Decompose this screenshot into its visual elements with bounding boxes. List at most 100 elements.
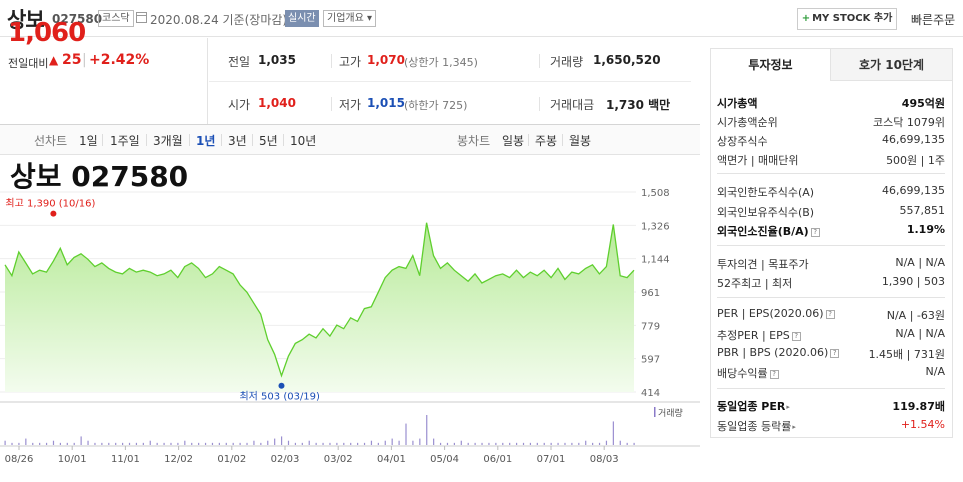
- foreign-hold-label: 외국인보유주식수(B): [717, 206, 815, 219]
- volume-bar: [239, 442, 241, 445]
- pbr-label-text: PBR | BPS (2020.06): [717, 346, 829, 359]
- tab-1w[interactable]: 1주일: [110, 134, 140, 148]
- tab-1y[interactable]: 1년: [196, 134, 216, 148]
- tab-order-book[interactable]: 호가 10단계: [831, 49, 952, 81]
- cap-rank-label: 시가총액순위: [717, 116, 778, 129]
- help-icon[interactable]: ?: [791, 331, 801, 341]
- tab-5y[interactable]: 5년: [259, 134, 278, 148]
- x-tick-label: 05/04: [430, 454, 459, 465]
- up-arrow-icon: ▲: [49, 53, 59, 67]
- divider: [562, 134, 563, 146]
- chart-tab-bar: [0, 125, 700, 155]
- sector-change-label-text: 동일업종 등락률: [717, 420, 792, 433]
- tab-3y[interactable]: 3년: [228, 134, 247, 148]
- volume-bar: [59, 442, 61, 445]
- volume-bar: [619, 440, 621, 445]
- tab-invest-info[interactable]: 투자정보: [711, 49, 831, 81]
- change-separator: |: [82, 52, 87, 68]
- volume-bar: [191, 442, 193, 445]
- divider: [331, 54, 332, 68]
- volume-bar: [218, 442, 220, 445]
- foreign-hold-value: 557,851: [899, 204, 946, 217]
- volume-bar: [274, 438, 276, 445]
- high-label: 고가: [339, 55, 362, 69]
- y-tick-label: 1,508: [641, 188, 670, 199]
- tab-3m[interactable]: 3개월: [153, 134, 183, 148]
- foreign-limit-label: 외국인한도주식수(A): [717, 186, 815, 199]
- panel-divider: [0, 124, 700, 125]
- divider: [717, 388, 945, 389]
- volume-bar: [301, 442, 303, 445]
- y-tick-label: 1,326: [641, 221, 670, 232]
- amount-label: 거래대금: [550, 98, 595, 112]
- current-price: 1,060: [8, 18, 86, 48]
- volume-bar: [460, 440, 462, 445]
- sector-per-value: 119.87배: [892, 400, 945, 413]
- volume-bar: [522, 442, 525, 445]
- help-icon[interactable]: ?: [830, 348, 840, 358]
- volume-bar: [280, 436, 283, 445]
- volume-bar: [11, 442, 13, 445]
- divider: [146, 134, 147, 146]
- tab-1d[interactable]: 1일: [79, 134, 98, 148]
- tab-daily[interactable]: 일봉: [502, 134, 525, 148]
- tab-monthly[interactable]: 월봉: [569, 134, 592, 148]
- x-tick-label: 02/03: [271, 454, 300, 465]
- volume-bar: [287, 440, 290, 445]
- high-marker: [50, 210, 57, 217]
- divider: [102, 134, 103, 146]
- volume-bar: [481, 442, 483, 445]
- volume-bar: [578, 442, 580, 445]
- x-tick-label: 07/01: [537, 454, 566, 465]
- divider: [717, 297, 945, 298]
- y-tick-label: 597: [641, 355, 660, 366]
- pbr-value: 1.45배 | 731원: [868, 348, 945, 361]
- volume-bar: [564, 442, 566, 445]
- divider: [539, 54, 540, 68]
- dividend-label: 배당수익률?: [717, 365, 779, 381]
- dividend-label-text: 배당수익률: [717, 367, 768, 380]
- volume-bar: [135, 442, 138, 445]
- volume-bar: [163, 442, 165, 445]
- volume-bar: [557, 442, 559, 445]
- volume-bar: [184, 440, 186, 445]
- realtime-button[interactable]: 실시간: [285, 10, 319, 27]
- amount-value: 1,730 백만: [606, 98, 671, 112]
- volume-legend: 거래량: [658, 407, 683, 419]
- volume-bar: [246, 442, 248, 445]
- volume-bar: [204, 442, 207, 445]
- volume-bar: [377, 442, 379, 445]
- tab-10y[interactable]: 10년: [290, 134, 317, 148]
- price-panel: [0, 38, 208, 124]
- y-tick-label: 1,144: [641, 255, 670, 266]
- volume-bar: [529, 442, 532, 445]
- volume-bar: [267, 440, 269, 445]
- tab-weekly[interactable]: 주봉: [535, 134, 558, 148]
- y-axis-ticks: 1,508 1,326 1,144 961 779 597 414: [641, 188, 670, 399]
- change-amount: 25: [62, 52, 82, 68]
- volume-bar: [626, 442, 628, 445]
- quick-order-link[interactable]: 빠른주문: [911, 13, 956, 27]
- market-badge: 코스닥: [98, 10, 134, 27]
- x-tick-label: 04/01: [377, 454, 406, 465]
- divider: [252, 134, 253, 146]
- price-chart: 최고 1,390 (10/16) 최저 503 (03/19) 1,508 1,3…: [0, 188, 700, 465]
- volume-bar: [32, 442, 34, 445]
- low-annotation: 최저 503 (03/19): [239, 391, 320, 403]
- volume-bar: [488, 442, 490, 445]
- change-label: 전일대비: [8, 57, 49, 70]
- help-icon[interactable]: ?: [769, 369, 779, 379]
- sector-change-value: +1.54%: [900, 418, 945, 431]
- volume-bar: [592, 442, 594, 445]
- divider: [331, 97, 332, 111]
- foreign-ratio-label: 외국인소진율(B/A)?: [717, 223, 820, 239]
- volume-bar: [66, 442, 68, 445]
- volume-bar: [253, 440, 255, 445]
- volume-bar: [398, 440, 400, 445]
- company-overview-dropdown[interactable]: 기업개요 ▾: [323, 10, 376, 27]
- volume-bar: [18, 442, 20, 445]
- lower-limit: (하한가 725): [404, 99, 468, 112]
- add-mystock-button[interactable]: + MY STOCK 추가: [797, 8, 897, 30]
- help-icon[interactable]: ?: [810, 227, 820, 237]
- help-icon[interactable]: ?: [825, 309, 835, 319]
